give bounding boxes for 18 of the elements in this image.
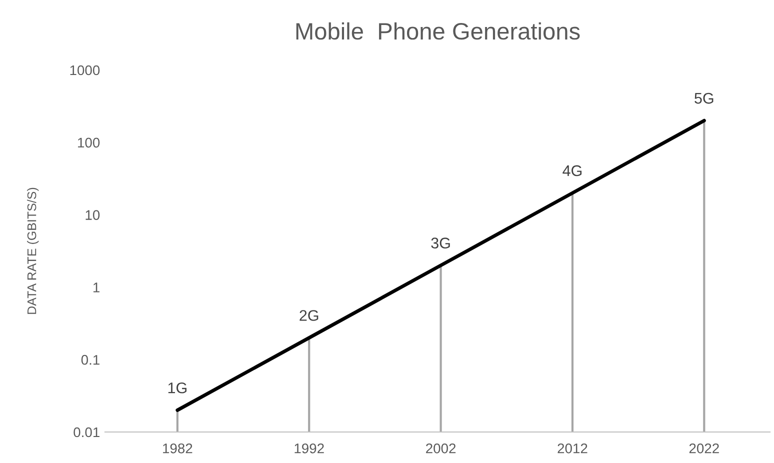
x-tick-label: 2022	[689, 443, 719, 454]
x-tick-label: 2012	[558, 443, 588, 454]
x-tick-label: 1982	[163, 443, 192, 454]
y-tick-label: 100	[78, 138, 100, 148]
annotation: 3G	[431, 238, 450, 248]
y-tick-label: 1000	[70, 65, 100, 76]
annotation: 1G	[168, 382, 186, 394]
annotation: 5G	[694, 92, 714, 104]
y-tick-label: 0.1	[81, 354, 100, 365]
x-tick-label: 2002	[426, 443, 456, 454]
y-axis-title: DATA RATE (GBITS/S)	[27, 188, 39, 314]
y-tick-label: 0.01	[74, 427, 100, 438]
annotation: 4G	[562, 165, 582, 176]
annotation: 2G	[300, 310, 318, 321]
x-tick-label: 1992	[294, 443, 324, 454]
chart-title: Mobile Phone Generations	[296, 22, 580, 40]
y-tick-label: 1	[93, 282, 100, 292]
y-tick-label: 10	[86, 210, 100, 220]
